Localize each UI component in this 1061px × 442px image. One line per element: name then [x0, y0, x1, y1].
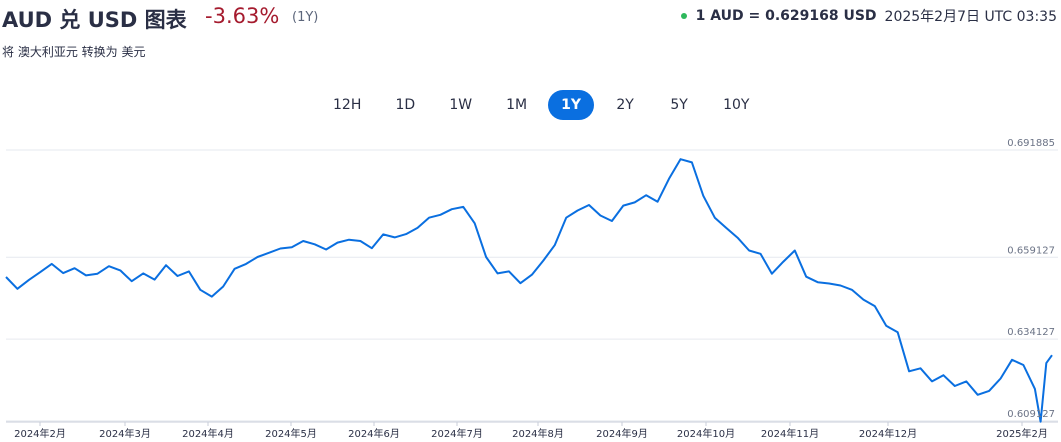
tab-1d[interactable]: 1D — [395, 97, 416, 113]
change-percent: -3.63% — [205, 4, 280, 28]
period-label: (1Y) — [292, 10, 319, 25]
x-tick-label: 2024年5月 — [265, 427, 317, 440]
tab-2y[interactable]: 2Y — [616, 97, 634, 113]
tab-1w[interactable]: 1W — [449, 97, 473, 113]
series-layer — [5, 158, 1053, 423]
x-tick-label: 2024年7月 — [431, 427, 483, 440]
y-tick-label: 0.659127 — [1007, 245, 1055, 256]
x-tick-label: 2024年2月 — [14, 427, 66, 440]
y-axis: 0.691885 0.659127 0.634127 0.609127 — [1007, 138, 1055, 420]
x-tick-label: 2024年4月 — [182, 427, 234, 440]
x-tick-label: 2024年3月 — [99, 427, 151, 440]
x-tick-label: 2024年12月 — [859, 427, 917, 440]
tab-5y[interactable]: 5Y — [670, 97, 688, 113]
x-tick-label: 2024年10月 — [677, 427, 735, 440]
tab-10y[interactable]: 10Y — [723, 97, 750, 113]
x-tick-label: 2024年8月 — [512, 427, 564, 440]
tab-1m[interactable]: 1M — [506, 97, 528, 113]
live-rate: 1 AUD = 0.629168 USD 2025年2月7日 UTC 03:35 — [680, 6, 1057, 26]
y-tick-label: 0.609127 — [1007, 409, 1055, 420]
x-tick-label: 2025年2月 — [996, 427, 1048, 440]
y-tick-label: 0.634127 — [1007, 327, 1055, 338]
x-tick-label: 2024年6月 — [348, 427, 400, 440]
live-indicator-icon — [680, 13, 687, 19]
series-line — [5, 158, 1053, 423]
x-axis: 2024年2月 2024年3月 2024年4月 2024年5月 2024年6月 2024年… — [14, 422, 1048, 440]
chart-header: AUD 兑 USD 图表 -3.63% (1Y) 将 澳大利亚元 转换为 美元 … — [0, 0, 1061, 60]
y-tick-label: 0.691885 — [1007, 138, 1055, 149]
x-tick-label: 2024年9月 — [596, 427, 648, 440]
tab-12h[interactable]: 12H — [333, 97, 362, 113]
rate-value: 1 AUD = 0.629168 USD — [695, 8, 877, 24]
gridlines — [6, 149, 1058, 423]
rate-timestamp: 2025年2月7日 UTC 03:35 — [884, 9, 1057, 25]
x-tick-label: 2024年11月 — [761, 427, 819, 440]
range-tabs: 12H 1D 1W 1M 1Y 2Y 5Y 10Y — [316, 90, 766, 122]
page-title: AUD 兑 USD 图表 — [2, 8, 187, 32]
conversion-subtitle: 将 澳大利亚元 转换为 美元 — [2, 45, 146, 59]
tab-1y[interactable]: 1Y — [548, 90, 595, 120]
